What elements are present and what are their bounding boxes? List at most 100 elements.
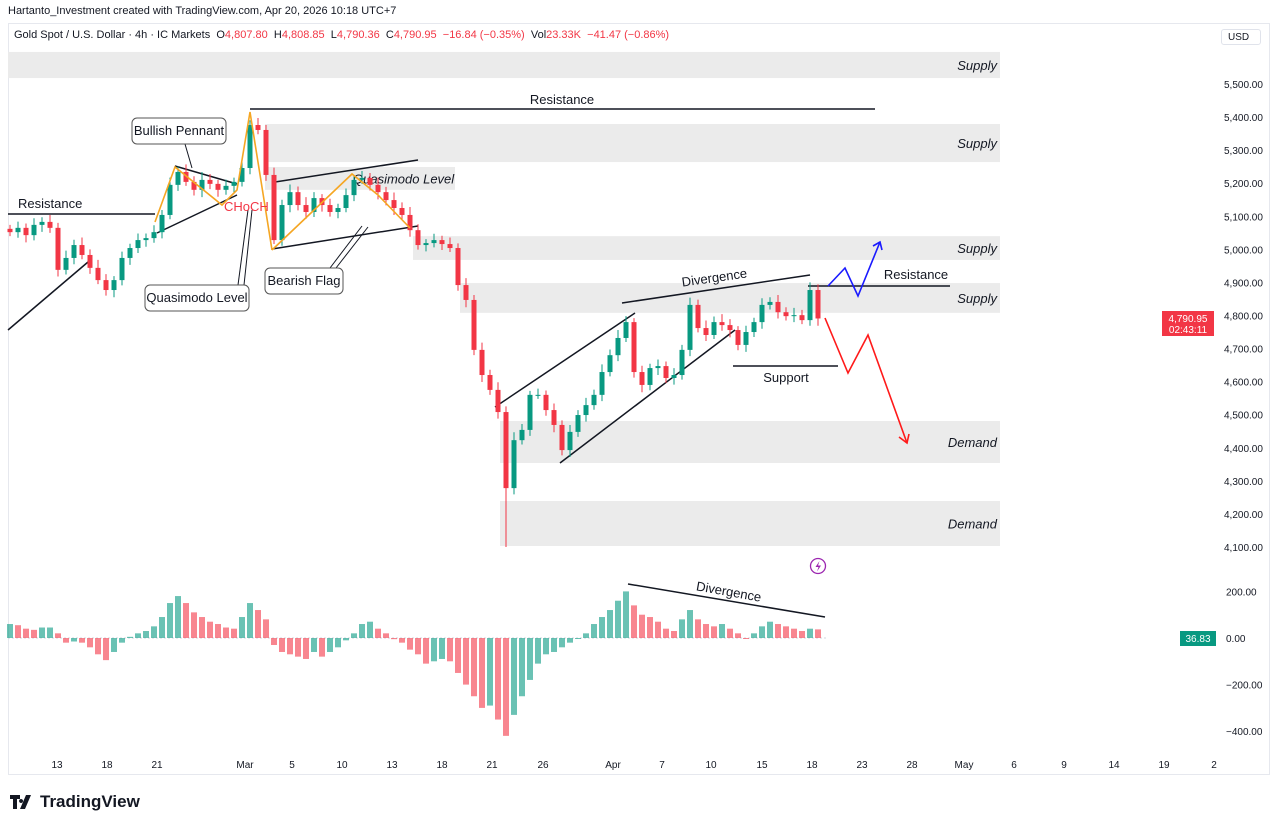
candle[interactable] bbox=[295, 186, 301, 211]
candle[interactable] bbox=[55, 222, 61, 277]
candle[interactable] bbox=[783, 307, 789, 321]
candle[interactable] bbox=[639, 365, 645, 393]
candle[interactable] bbox=[711, 316, 717, 339]
candle[interactable] bbox=[415, 224, 421, 250]
candle[interactable] bbox=[559, 420, 565, 456]
candle[interactable] bbox=[207, 173, 213, 190]
candle[interactable] bbox=[775, 294, 781, 319]
bearish-projection-path[interactable] bbox=[824, 317, 908, 444]
candle[interactable] bbox=[671, 368, 677, 385]
candle[interactable] bbox=[519, 423, 525, 445]
zone-demand[interactable] bbox=[500, 501, 1000, 546]
candle[interactable] bbox=[39, 217, 45, 232]
candle[interactable] bbox=[439, 235, 445, 251]
candle[interactable] bbox=[807, 282, 813, 326]
flag-upper-line[interactable] bbox=[274, 159, 419, 183]
zone-supply[interactable] bbox=[460, 283, 1000, 313]
zone-supply[interactable] bbox=[413, 236, 1000, 260]
pennant-zigzag[interactable] bbox=[154, 111, 273, 251]
candle[interactable] bbox=[351, 175, 357, 202]
alert-icon[interactable] bbox=[809, 557, 827, 575]
candle[interactable] bbox=[471, 294, 477, 356]
divergence-price-line[interactable] bbox=[621, 274, 811, 304]
candle[interactable] bbox=[511, 432, 517, 495]
candle[interactable] bbox=[527, 390, 533, 436]
candle[interactable] bbox=[327, 198, 333, 217]
flag-lower-line[interactable] bbox=[271, 225, 419, 250]
pennant-upper-line[interactable] bbox=[174, 165, 238, 185]
candle[interactable] bbox=[111, 276, 117, 298]
candle[interactable] bbox=[687, 297, 693, 357]
bullish-projection-path[interactable] bbox=[827, 241, 881, 299]
candle[interactable] bbox=[735, 326, 741, 351]
candle[interactable] bbox=[535, 388, 541, 399]
zone-supply[interactable] bbox=[8, 51, 1000, 79]
candle[interactable] bbox=[95, 259, 101, 285]
candle[interactable] bbox=[263, 125, 269, 181]
candle[interactable] bbox=[23, 223, 29, 243]
candle[interactable] bbox=[567, 424, 573, 458]
candle[interactable] bbox=[127, 243, 133, 265]
candle[interactable] bbox=[751, 317, 757, 337]
candle[interactable] bbox=[191, 176, 197, 196]
candle[interactable] bbox=[703, 320, 709, 341]
candle[interactable] bbox=[791, 307, 797, 323]
candle[interactable] bbox=[407, 207, 413, 237]
candle[interactable] bbox=[215, 179, 221, 197]
channel-lower-line[interactable] bbox=[559, 329, 736, 464]
candle[interactable] bbox=[455, 243, 461, 291]
candle[interactable] bbox=[271, 167, 277, 245]
symbol-legend[interactable]: Gold Spot / U.S. Dollar · 4h · IC Market… bbox=[14, 29, 669, 41]
candle[interactable] bbox=[167, 177, 173, 220]
zone-supply[interactable] bbox=[265, 124, 1000, 163]
candle[interactable] bbox=[679, 344, 685, 380]
candle[interactable] bbox=[615, 330, 621, 362]
candle[interactable] bbox=[79, 237, 85, 260]
candle[interactable] bbox=[7, 224, 13, 237]
candle[interactable] bbox=[743, 325, 749, 352]
trendline-left[interactable] bbox=[7, 261, 89, 331]
candle[interactable] bbox=[287, 184, 293, 213]
candle[interactable] bbox=[223, 179, 229, 195]
candle[interactable] bbox=[647, 363, 653, 391]
candle[interactable] bbox=[551, 403, 557, 433]
candle[interactable] bbox=[159, 209, 165, 239]
candle[interactable] bbox=[71, 239, 77, 265]
candle[interactable] bbox=[87, 249, 93, 274]
candle[interactable] bbox=[231, 177, 237, 193]
candle[interactable] bbox=[815, 284, 821, 326]
candle[interactable] bbox=[655, 359, 661, 376]
candle[interactable] bbox=[15, 221, 21, 238]
candle[interactable] bbox=[479, 342, 485, 382]
candle[interactable] bbox=[623, 316, 629, 342]
candle[interactable] bbox=[343, 188, 349, 213]
candle[interactable] bbox=[103, 274, 109, 296]
candle[interactable] bbox=[151, 225, 157, 243]
candle[interactable] bbox=[695, 299, 701, 333]
candle[interactable] bbox=[543, 390, 549, 416]
candle[interactable] bbox=[399, 202, 405, 220]
candle[interactable] bbox=[607, 349, 613, 377]
candle[interactable] bbox=[247, 120, 253, 175]
channel-upper-line[interactable] bbox=[494, 312, 636, 408]
candle[interactable] bbox=[239, 161, 245, 187]
candle[interactable] bbox=[463, 278, 469, 308]
candle[interactable] bbox=[495, 382, 501, 419]
candle[interactable] bbox=[599, 364, 605, 402]
tradingview-logo[interactable]: TradingView bbox=[10, 792, 140, 812]
candle[interactable] bbox=[591, 389, 597, 410]
pennant-lower-line[interactable] bbox=[156, 194, 238, 234]
candle[interactable] bbox=[47, 214, 53, 233]
flag-zigzag[interactable] bbox=[271, 172, 411, 251]
candle[interactable] bbox=[663, 361, 669, 383]
candle[interactable] bbox=[311, 192, 317, 217]
candle[interactable] bbox=[727, 319, 733, 338]
candle[interactable] bbox=[575, 410, 581, 437]
zone-demand[interactable] bbox=[500, 420, 1000, 463]
candle[interactable] bbox=[175, 166, 181, 191]
candle[interactable] bbox=[303, 197, 309, 219]
candle[interactable] bbox=[799, 309, 805, 325]
candle[interactable] bbox=[31, 218, 37, 241]
bullish-pennant-callout[interactable] bbox=[131, 117, 227, 145]
